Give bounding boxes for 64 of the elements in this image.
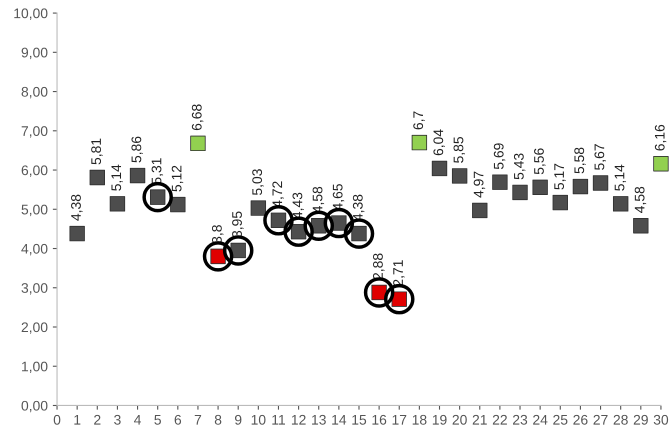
x-tick-label: 25 — [553, 414, 568, 425]
x-tick-label: 28 — [614, 414, 628, 425]
data-label: 5,12 — [172, 166, 184, 192]
data-label: 5,14 — [111, 164, 123, 191]
x-tick-label: 8 — [214, 414, 222, 425]
data-label: 5,03 — [252, 169, 264, 196]
x-tick-label: 23 — [513, 414, 528, 425]
x-tick-label: 12 — [292, 414, 306, 425]
y-tick-label: 9,00 — [22, 48, 48, 60]
y-tick-label: 10,00 — [14, 8, 48, 20]
data-label: 5,86 — [131, 136, 143, 162]
x-tick-label: 2 — [94, 414, 100, 425]
data-label: 5,14 — [614, 164, 626, 191]
x-tick-label: 13 — [312, 414, 326, 425]
data-label: 6,04 — [433, 129, 445, 156]
x-tick-label: 11 — [272, 415, 285, 425]
x-tick-label: 4 — [134, 415, 142, 425]
x-tick-label: 19 — [432, 414, 447, 425]
x-tick-label: 10 — [252, 414, 266, 425]
data-label: 5,67 — [594, 144, 606, 170]
x-tick-label: 27 — [594, 414, 608, 425]
y-tick-label: 5,00 — [22, 204, 48, 216]
x-tick-label: 22 — [492, 414, 507, 425]
x-tick-label: 17 — [392, 415, 406, 425]
x-tick-label: 20 — [452, 414, 467, 425]
y-tick-label: 8,00 — [22, 86, 48, 98]
x-tick-label: 7 — [194, 415, 202, 425]
y-tick-label: 6,00 — [22, 165, 48, 177]
data-label: 5,56 — [534, 148, 546, 174]
data-label: 5,81 — [91, 138, 103, 164]
x-tick-label: 1 — [74, 415, 80, 425]
y-tick-label: 4,00 — [21, 244, 48, 256]
x-tick-label: 14 — [332, 415, 346, 425]
x-tick-label: 30 — [654, 414, 668, 425]
data-label: 4,58 — [312, 186, 324, 213]
y-tick-label: 1,00 — [22, 362, 48, 374]
y-tick-label: 7,00 — [22, 126, 48, 138]
x-tick-label: 29 — [634, 414, 648, 425]
x-tick-label: 6 — [174, 414, 182, 425]
y-tick-label: 3,00 — [22, 283, 48, 295]
x-tick-label: 3 — [114, 414, 121, 425]
data-label: 5,69 — [494, 143, 506, 170]
x-tick-label: 15 — [352, 415, 366, 425]
x-tick-label: 18 — [412, 414, 426, 425]
y-tick-label: 0,00 — [22, 400, 48, 412]
data-label: 5,58 — [574, 148, 586, 174]
data-label: 6,68 — [192, 104, 204, 130]
data-label: 6,16 — [654, 124, 666, 151]
data-label: 5,17 — [554, 164, 566, 190]
x-tick-label: 26 — [573, 414, 588, 425]
data-label: 3,95 — [232, 212, 244, 238]
data-label: 4,97 — [474, 172, 486, 198]
data-label: 6,7 — [413, 111, 425, 130]
data-label: 5,43 — [514, 153, 526, 180]
x-tick-label: 9 — [234, 414, 242, 425]
x-tick-label: 16 — [372, 414, 386, 425]
x-tick-label: 0 — [54, 414, 60, 425]
data-label: 5,85 — [454, 136, 466, 163]
data-label: 4,38 — [71, 194, 83, 221]
y-tick-label: 2,00 — [22, 322, 48, 334]
x-tick-label: 5 — [154, 415, 161, 425]
data-label: 4,58 — [634, 186, 646, 213]
x-tick-label: 21 — [472, 414, 487, 425]
x-tick-label: 24 — [533, 414, 548, 425]
